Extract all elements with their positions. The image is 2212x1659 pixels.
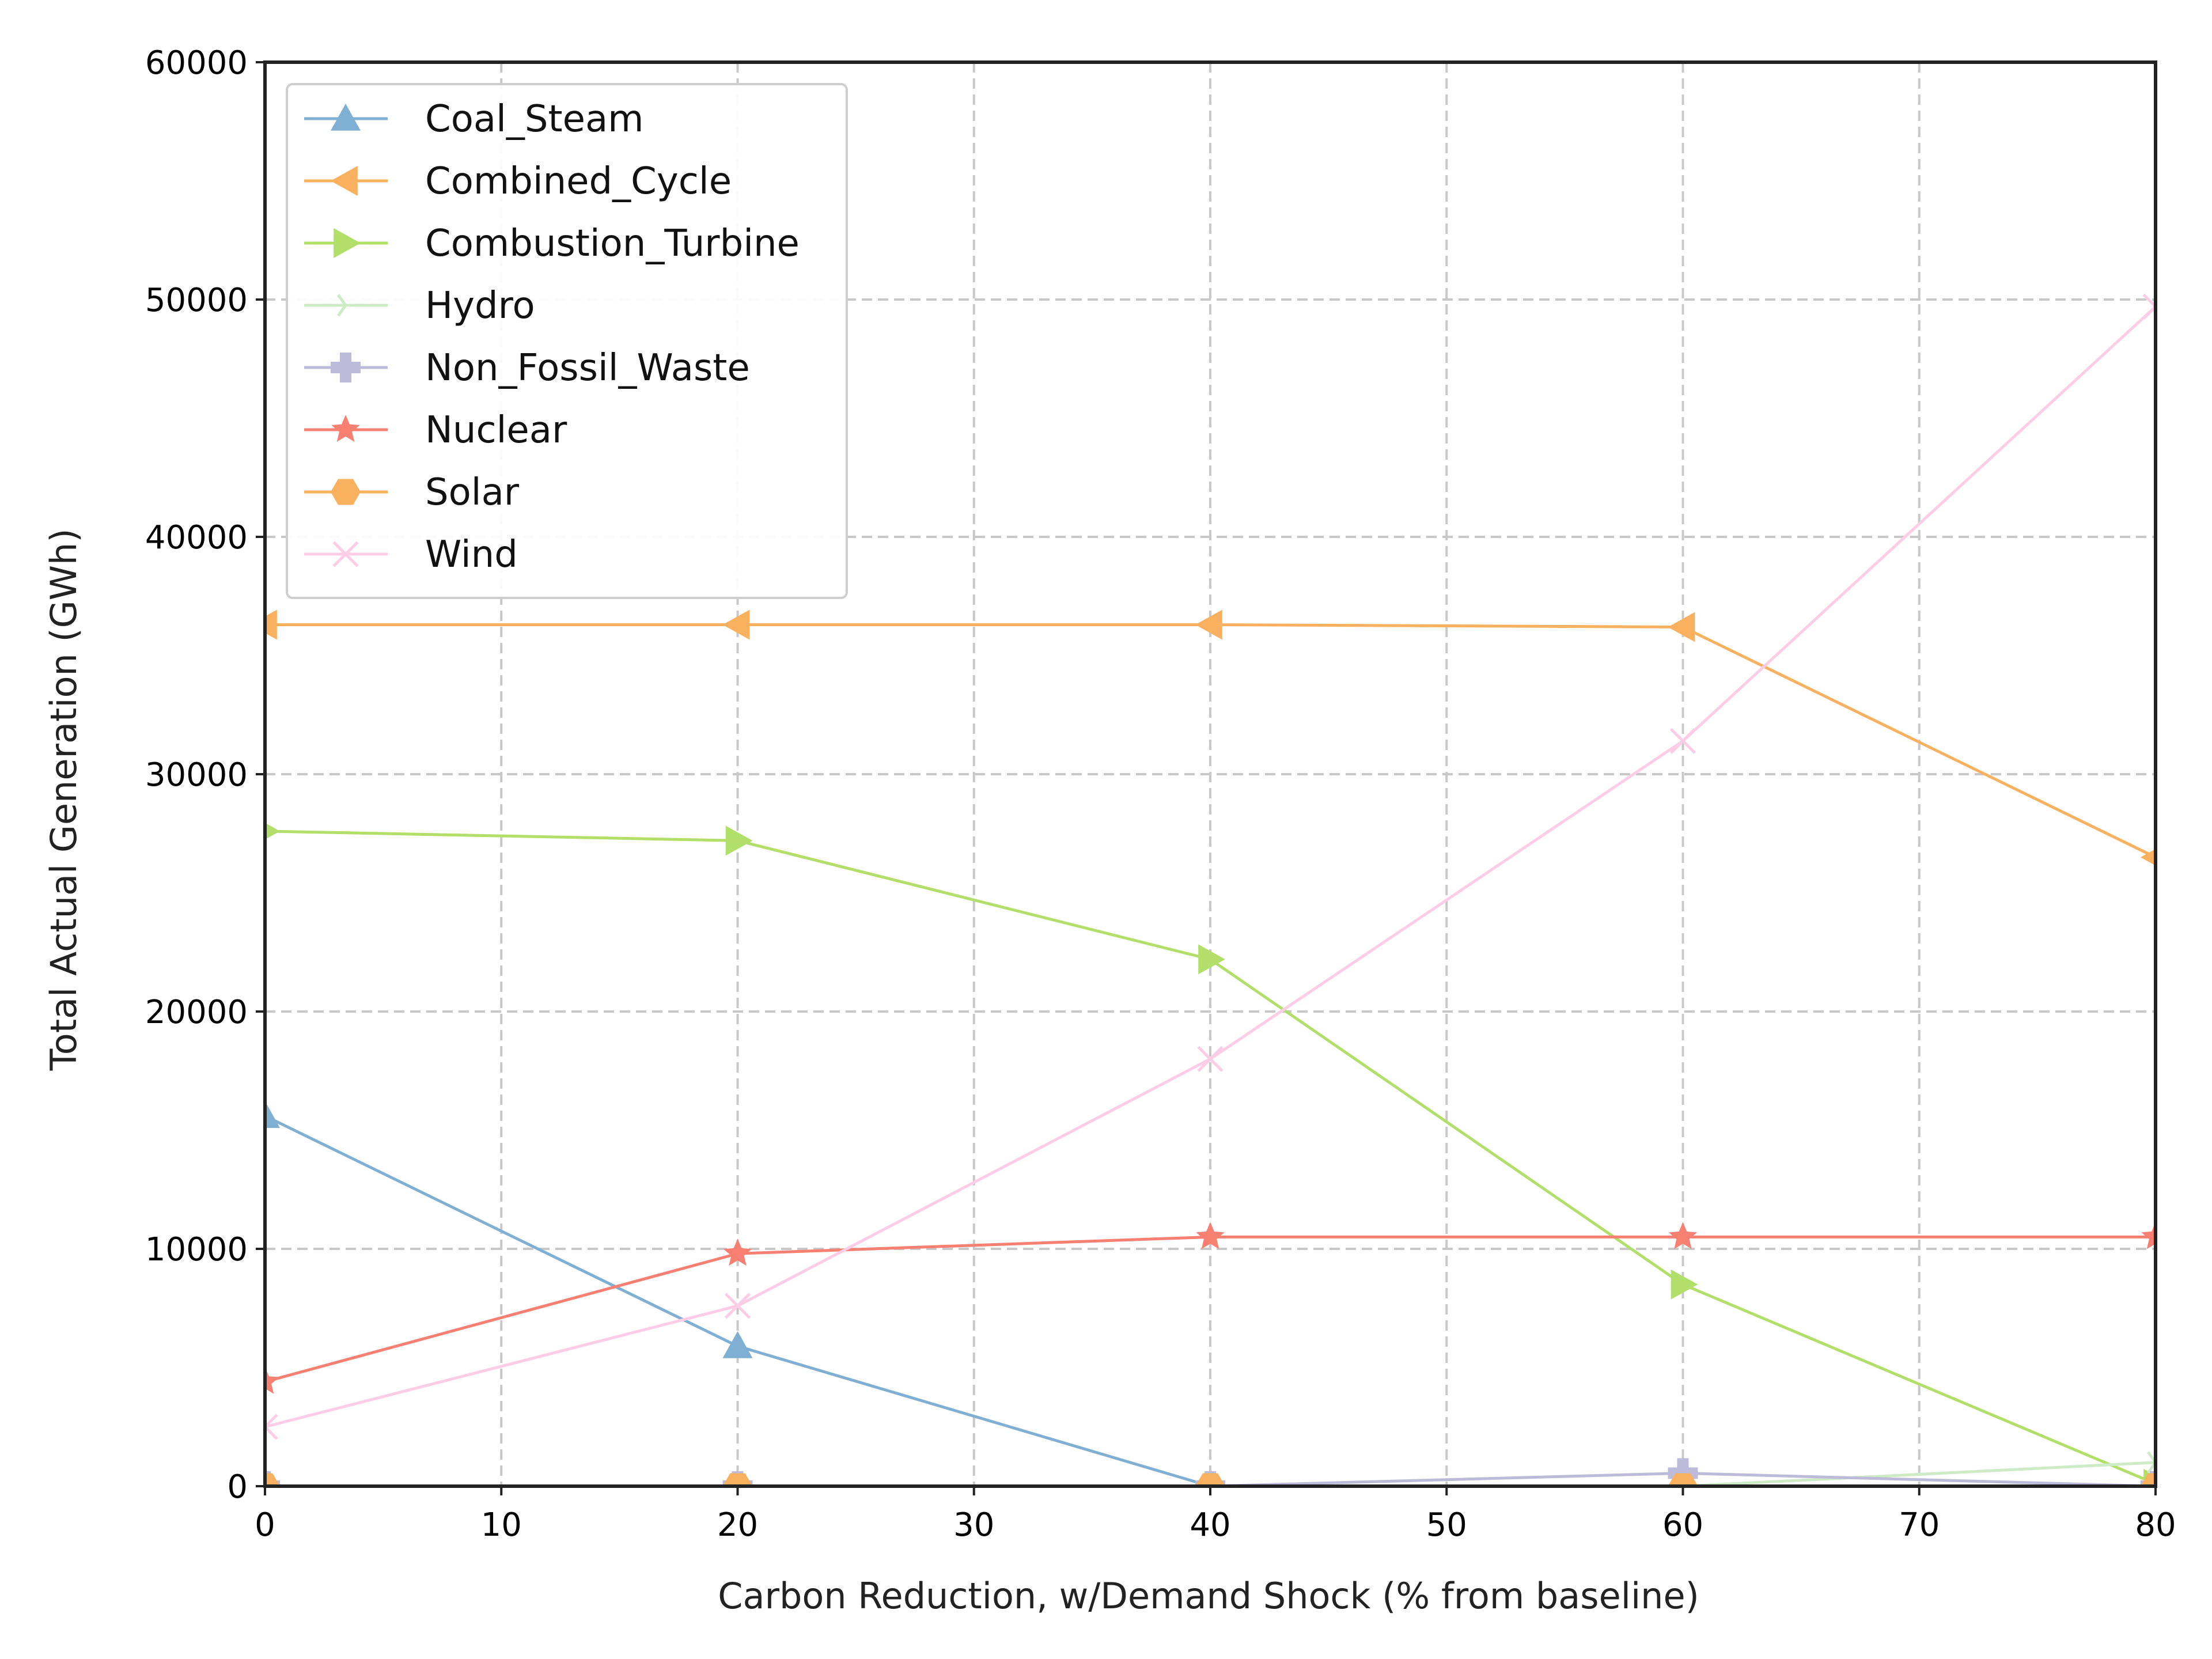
legend-label: Hydro [425, 285, 535, 327]
legend-marker [336, 294, 358, 317]
y-tick-label: 50000 [145, 282, 248, 319]
series-wind [265, 293, 2156, 1440]
legend-marker [332, 541, 359, 567]
legend-item-solar: Solar [304, 471, 520, 514]
data-point-nuclear [265, 1366, 279, 1394]
legend-item-coal-steam: Coal_Steam [304, 98, 644, 141]
data-point-coal-steam [722, 1331, 753, 1358]
legend-marker [331, 415, 360, 442]
data-point-combined-cycle [265, 609, 277, 640]
legend-label: Combined_Cycle [425, 160, 732, 203]
y-tick-label: 0 [227, 1468, 248, 1506]
y-tick-label: 60000 [145, 44, 248, 82]
series-line-non-fossil-waste [265, 1471, 2156, 1486]
data-point-solar [722, 1473, 753, 1486]
legend-marker [331, 166, 358, 196]
series-combined-cycle [265, 609, 2156, 866]
legend-marker [334, 228, 361, 258]
legend-label: Solar [425, 471, 520, 514]
legend-label: Nuclear [425, 409, 567, 452]
data-point-non-fossil-waste [1668, 1458, 1698, 1486]
legend-item-non-fossil-waste: Non_Fossil_Waste [304, 347, 750, 389]
legend-item-nuclear: Nuclear [304, 409, 567, 452]
y-tick-label: 40000 [145, 519, 248, 556]
data-point-solar [265, 1473, 280, 1486]
data-point-combustion-turbine [265, 823, 280, 840]
ticks: 0 10 20 30 40 50 60 70 80 0 10000 20000 30000 40000 50… [145, 44, 2176, 1544]
x-axis-label: Carbon Reduction, w/Demand Shock (% from… [718, 1575, 1699, 1617]
data-point-solar [1195, 1473, 1225, 1486]
x-tick-label: 30 [953, 1506, 994, 1544]
data-point-combined-cycle [1195, 609, 1222, 640]
legend-item-combustion-turbine: Combustion_Turbine [304, 222, 800, 265]
legend-marker [331, 479, 361, 505]
series-nuclear [265, 1222, 2156, 1394]
legend-item-hydro: Hydro [304, 285, 535, 327]
data-point-wind [1197, 1046, 1224, 1072]
x-tick-label: 60 [1662, 1506, 1703, 1544]
series-solar [265, 1473, 2156, 1486]
legend-marker [331, 104, 361, 131]
data-point-combustion-turbine [1198, 944, 1225, 975]
legend-label: Combustion_Turbine [425, 222, 800, 265]
series-line-coal-steam [265, 1115, 2156, 1486]
data-point-combined-cycle [1668, 612, 1695, 642]
data-point-combined-cycle [722, 609, 750, 640]
data-point-wind [1669, 728, 1696, 754]
y-tick-label: 20000 [145, 994, 248, 1031]
data-point-solar [2141, 1473, 2156, 1486]
legend-box [286, 83, 848, 599]
data-point-combustion-turbine [725, 825, 753, 856]
data-point-nuclear [723, 1238, 752, 1266]
legend-item-combined-cycle: Combined_Cycle [304, 160, 732, 203]
legend-item-wind: Wind [304, 533, 518, 576]
data-point-solar [1668, 1473, 1698, 1486]
y-tick-label: 30000 [145, 756, 248, 794]
legend-label: Non_Fossil_Waste [425, 347, 750, 389]
data-point-wind [265, 1414, 278, 1440]
x-tick-label: 20 [717, 1506, 758, 1544]
data-point-wind [724, 1293, 751, 1319]
data-point-combustion-turbine [1671, 1269, 1698, 1300]
x-tick-label: 40 [1190, 1506, 1230, 1544]
data-point-nuclear [1668, 1222, 1698, 1249]
data-point-nuclear [2141, 1222, 2156, 1249]
y-tick-label: 10000 [145, 1231, 248, 1268]
plot-area [265, 293, 2156, 1486]
x-tick-label: 0 [255, 1506, 275, 1544]
legend: Coal_Steam Combined_Cycle Combustion_Turbi… [286, 83, 848, 599]
y-axis-label: Total Actual Generation (GWh) [43, 528, 85, 1071]
x-tick-label: 70 [1899, 1506, 1940, 1544]
data-point-combined-cycle [2141, 849, 2156, 866]
x-tick-label: 80 [2135, 1506, 2176, 1544]
data-point-nuclear [1196, 1222, 1225, 1249]
data-point-coal-steam [265, 1101, 280, 1128]
legend-marker [331, 353, 361, 382]
data-point-wind [2142, 293, 2156, 320]
legend-label: Coal_Steam [425, 98, 644, 141]
x-tick-label: 50 [1426, 1506, 1467, 1544]
legend-label: Wind [425, 533, 518, 576]
x-tick-label: 10 [481, 1506, 522, 1544]
series-layer [265, 293, 2156, 1486]
